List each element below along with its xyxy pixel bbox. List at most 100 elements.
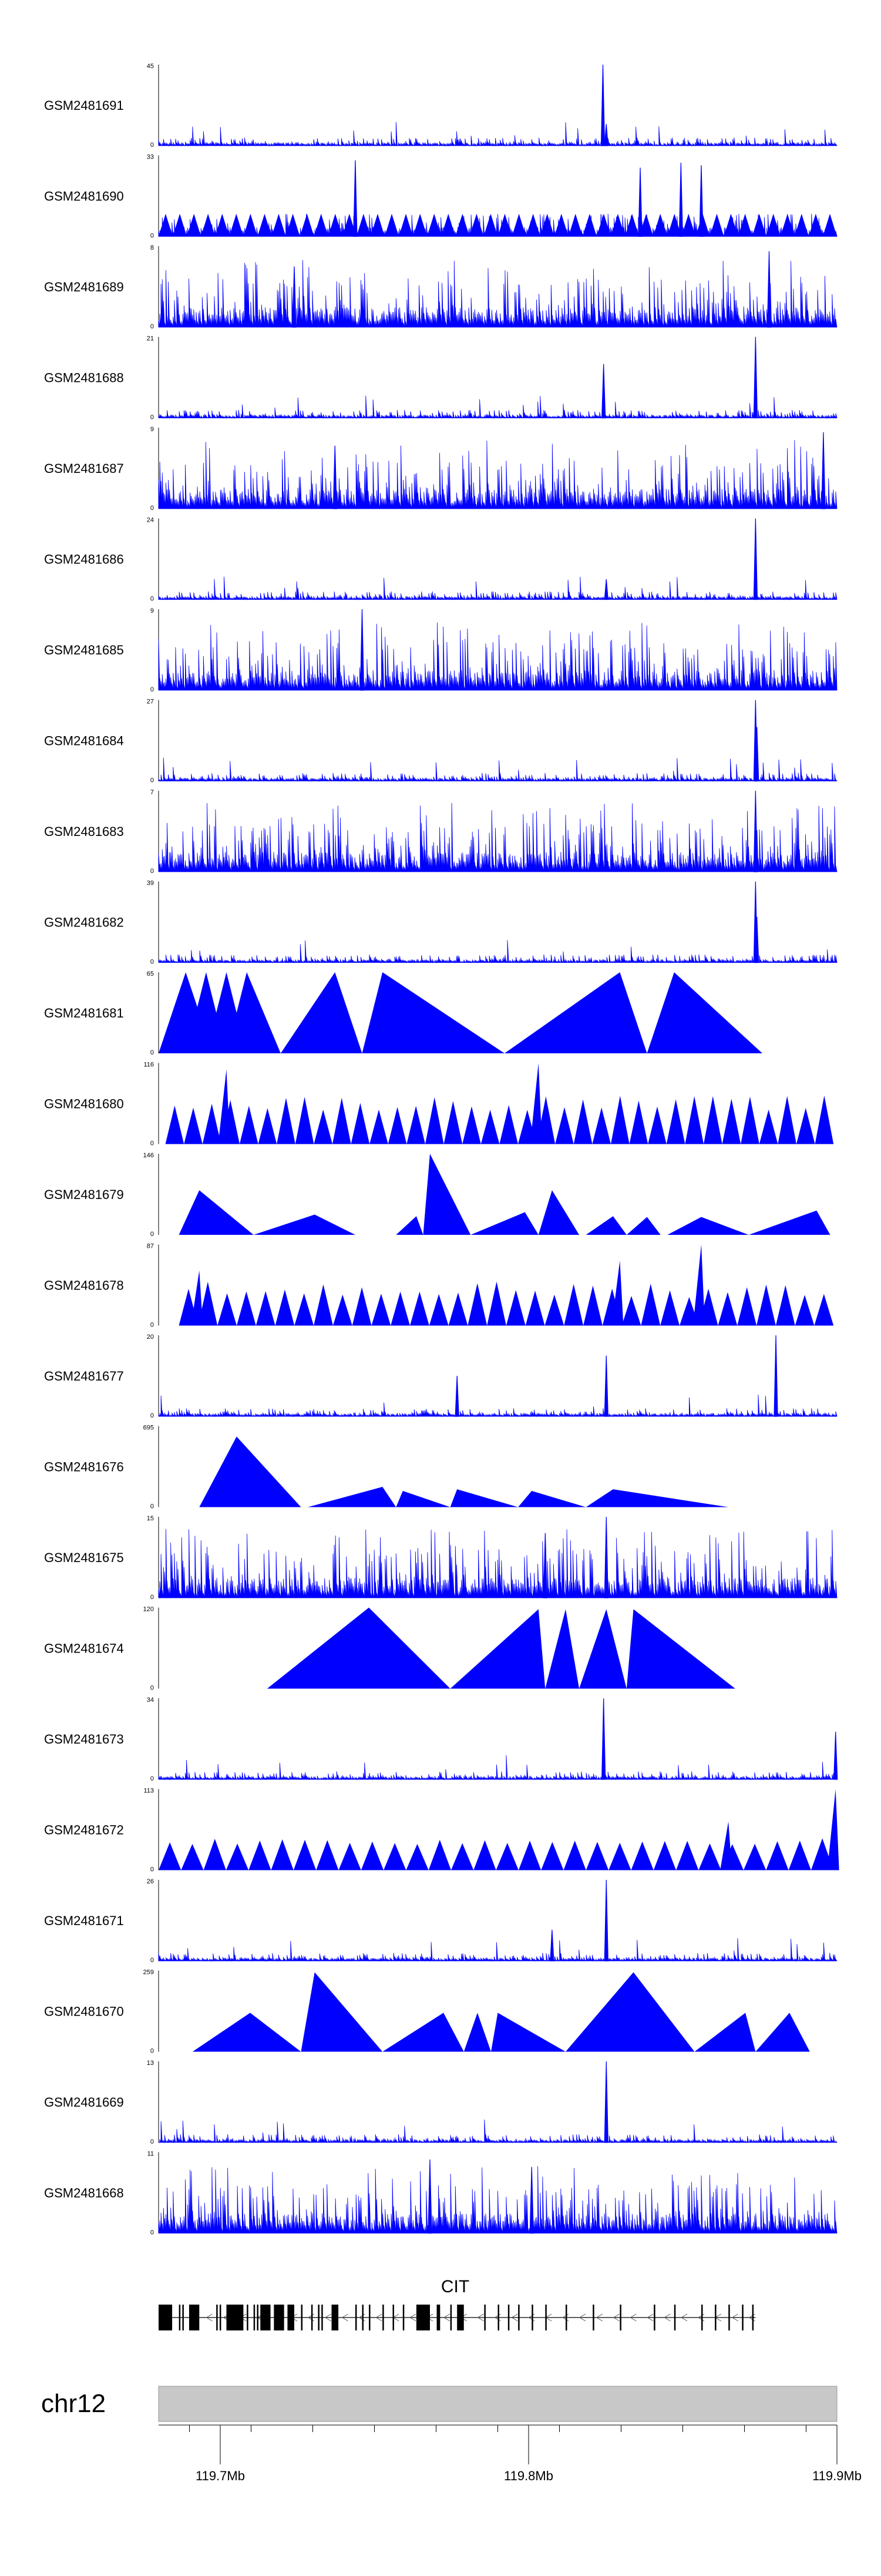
gene-exon — [355, 2305, 357, 2330]
coverage-triangle — [423, 1154, 471, 1235]
coverage-peak — [550, 1929, 554, 1962]
track-label: GSM2481674 — [44, 1641, 124, 1656]
coverage-triangle — [253, 1214, 355, 1235]
strand-arrow — [443, 2313, 450, 2322]
gene-exon-block — [274, 2305, 284, 2330]
y-max-label: 113 — [143, 1788, 154, 1795]
coverage-triangle — [796, 1108, 815, 1144]
coverage-triangle — [795, 1295, 815, 1326]
coverage-triangle — [748, 1210, 830, 1235]
coverage-triangle — [351, 1103, 370, 1144]
coverage-peak — [753, 790, 758, 872]
gene-exon — [728, 2305, 730, 2330]
y-max-label: 13 — [147, 2060, 154, 2067]
coverage-triangle — [280, 972, 362, 1053]
coverage-triangle — [192, 2013, 301, 2052]
y-max-label: 9 — [150, 607, 154, 614]
y-min-label: 0 — [150, 596, 154, 603]
coverage-peak — [529, 2167, 534, 2234]
coverage-triangle — [744, 1843, 766, 1870]
coverage-spike — [827, 1789, 839, 1870]
coverage-triangle — [294, 1293, 314, 1326]
coverage-area — [158, 940, 838, 964]
coverage-triangle — [338, 1843, 361, 1870]
coverage-triangle — [505, 972, 647, 1053]
coverage-triangle — [814, 1294, 834, 1326]
y-min-label: 0 — [150, 1775, 154, 1782]
coverage-triangle — [184, 1107, 203, 1144]
coverage-area — [158, 260, 838, 328]
coverage-peak — [821, 432, 826, 509]
coverage-peak — [332, 445, 337, 509]
x-tick-label: 119.8Mb — [504, 2468, 553, 2483]
coverage-peak — [604, 1879, 608, 1962]
y-max-label: 45 — [147, 63, 154, 70]
coverage-area — [158, 1755, 838, 1781]
gene-exon — [518, 2305, 520, 2330]
track-label: GSM2481678 — [44, 1278, 124, 1293]
chromosome-label: chr12 — [41, 2389, 106, 2418]
track-GSM2481669: GSM2481669 13 0 — [44, 2060, 838, 2145]
coverage-triangle — [778, 1096, 796, 1144]
coverage-triangle — [741, 1096, 759, 1144]
coverage-triangle — [275, 1289, 295, 1326]
coverage-triangle — [544, 1294, 564, 1326]
y-min-label: 0 — [150, 686, 154, 693]
coverage-triangle — [653, 1841, 677, 1870]
track-GSM2481674: GSM2481674 120 0 — [44, 1606, 735, 1692]
gene-exon — [752, 2305, 754, 2330]
gene-exon — [450, 2305, 452, 2330]
y-max-label: 34 — [147, 1697, 154, 1704]
y-max-label: 27 — [147, 698, 154, 706]
coverage-triangle — [685, 1096, 704, 1144]
coverage-triangle — [766, 1841, 789, 1870]
gene-exon-block — [287, 2305, 294, 2330]
gene-exon — [484, 2305, 486, 2330]
coverage-peak — [753, 518, 758, 600]
gene-exon — [497, 2305, 499, 2330]
coverage-triangle — [388, 1107, 407, 1144]
coverage-triangle — [506, 1290, 526, 1326]
coverage-peak — [638, 167, 643, 237]
coverage-triangle — [396, 1216, 423, 1235]
coverage-triangle — [448, 1292, 468, 1326]
coverage-triangle — [525, 1291, 545, 1326]
track-label: GSM2481686 — [44, 552, 124, 567]
coverage-area — [158, 122, 838, 147]
coverage-triangle — [226, 972, 281, 1053]
coverage-triangle — [248, 1841, 271, 1870]
coverage-area — [158, 395, 838, 419]
coverage-peak — [292, 266, 297, 328]
strand-arrow — [613, 2313, 620, 2322]
track-label: GSM2481677 — [44, 1369, 124, 1383]
gene-exon — [507, 2305, 510, 2330]
coverage-triangle — [626, 1217, 661, 1235]
coverage-peak — [755, 727, 759, 782]
gene-exon — [532, 2305, 533, 2330]
coverage-triangle — [586, 1216, 627, 1235]
coverage-triangle — [629, 1100, 648, 1144]
gene-exon-block — [260, 2305, 271, 2330]
gene-exon-block — [457, 2305, 464, 2330]
coverage-area — [158, 1938, 838, 1962]
coverage-peak — [601, 364, 606, 419]
coverage-triangle — [496, 1843, 519, 1870]
strand-arrow — [579, 2313, 586, 2322]
coverage-peak — [604, 1516, 608, 1598]
y-min-label: 0 — [150, 2229, 154, 2236]
coverage-triangle — [647, 972, 762, 1053]
coverage-triangle — [450, 1489, 519, 1507]
track-label: GSM2481676 — [44, 1460, 124, 1475]
y-max-label: 146 — [143, 1152, 154, 1159]
coverage-triangle — [314, 1284, 333, 1326]
track-GSM2481681: GSM2481681 65 0 — [44, 970, 762, 1056]
gene-exon-block — [416, 2305, 430, 2330]
strand-arrow — [681, 2313, 688, 2322]
coverage-triangle — [573, 1099, 593, 1144]
strand-arrow — [630, 2313, 637, 2322]
track-label: GSM2481670 — [44, 2004, 124, 2019]
chromosome-ideogram — [158, 2386, 838, 2422]
track-label: GSM2481669 — [44, 2095, 124, 2110]
track-GSM2481672: GSM2481672 113 0 — [44, 1788, 839, 1873]
y-max-label: 20 — [147, 1334, 154, 1341]
